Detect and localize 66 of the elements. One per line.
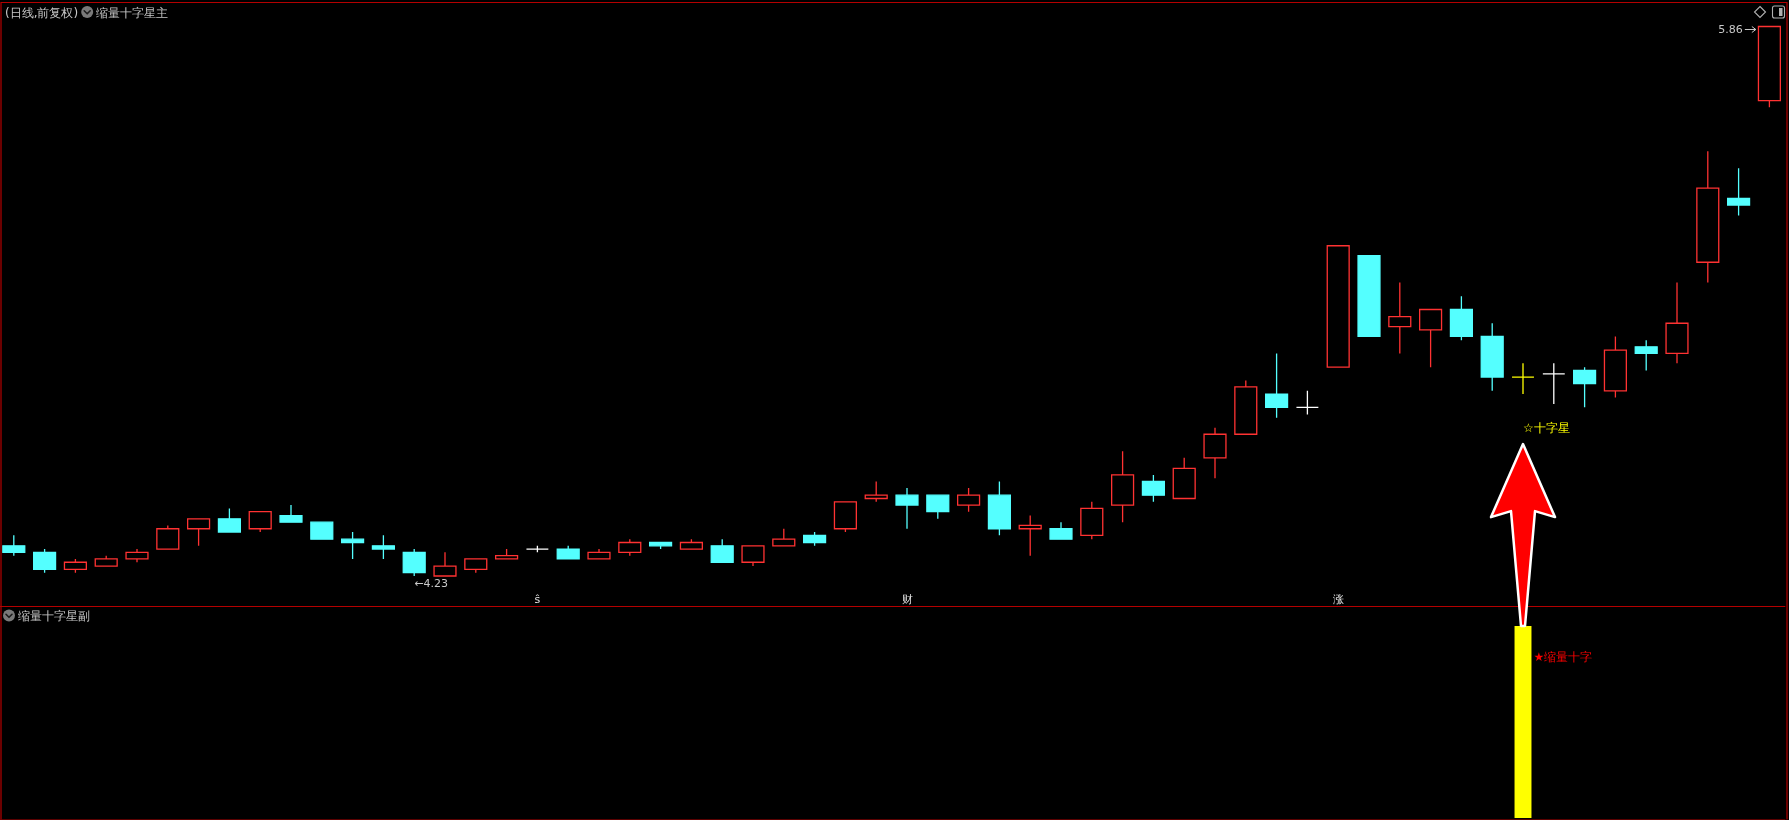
candlestick <box>772 528 796 547</box>
candlestick <box>310 521 334 540</box>
candlestick <box>187 518 211 547</box>
candlestick <box>1696 150 1720 284</box>
candlestick <box>63 558 87 574</box>
candlestick <box>741 545 765 567</box>
candlestick <box>341 531 365 560</box>
candlestick <box>556 545 580 560</box>
x-tick-label: ŝ <box>534 592 541 606</box>
candlestick <box>1634 339 1658 372</box>
candlestick <box>1449 295 1473 341</box>
candlestick <box>1203 426 1227 479</box>
candlestick <box>1603 335 1627 399</box>
candlestick <box>895 487 919 530</box>
candlestick <box>864 480 888 503</box>
candlestick <box>1542 362 1566 405</box>
x-tick-label: 涨 <box>1332 592 1344 606</box>
candlestick <box>33 548 57 574</box>
candlestick <box>217 507 241 533</box>
candlestick <box>957 487 981 513</box>
chart-title: (日线,前复权) <box>5 5 79 20</box>
candlestick <box>1357 254 1381 338</box>
candlestick <box>1018 514 1042 557</box>
candlestick <box>710 538 734 563</box>
candlestick <box>1265 352 1289 419</box>
candlestick <box>1573 366 1597 408</box>
candlestick <box>587 548 611 560</box>
x-tick-label: 财 <box>901 592 913 606</box>
candlestick <box>926 494 950 520</box>
annotation: ★缩量十字 <box>1533 649 1593 664</box>
chart-subtitle: 缩量十字星主 <box>96 5 169 20</box>
candlestick <box>803 531 827 547</box>
candlestick <box>679 538 703 550</box>
candlestick <box>1111 450 1135 523</box>
candlestick <box>1141 474 1165 503</box>
annotation: ☆十字星 <box>1523 420 1570 435</box>
chart-title: 缩量十字星副 <box>18 609 90 623</box>
candlestick <box>279 504 303 523</box>
candlestick <box>1295 390 1319 416</box>
candlestick <box>1080 501 1104 540</box>
candlestick <box>156 524 180 550</box>
candlestick <box>2 534 26 557</box>
candlestick <box>833 501 857 533</box>
candlestick <box>1388 281 1412 355</box>
candlestick <box>1172 457 1196 500</box>
candlestick <box>1049 521 1073 540</box>
candlestick <box>125 548 149 563</box>
candlestick <box>94 555 118 567</box>
candlestick <box>371 534 395 560</box>
candlestick <box>987 480 1011 536</box>
candlestick <box>495 548 519 560</box>
annotation: ←4.23 <box>414 577 448 590</box>
candlestick <box>1727 167 1751 217</box>
candlestick <box>433 551 457 577</box>
candlestick <box>1326 245 1350 368</box>
candlestick <box>248 511 272 533</box>
candlestick <box>1665 281 1689 364</box>
candlestick <box>1480 322 1504 392</box>
annotation: 5.86 <box>1718 22 1743 36</box>
candlestick <box>1511 362 1535 395</box>
candlestick <box>1234 379 1258 435</box>
candlestick <box>618 538 642 557</box>
candlestick <box>402 548 426 577</box>
candlestick <box>525 545 549 554</box>
candlestick <box>464 558 488 574</box>
candlestick <box>1419 308 1443 368</box>
